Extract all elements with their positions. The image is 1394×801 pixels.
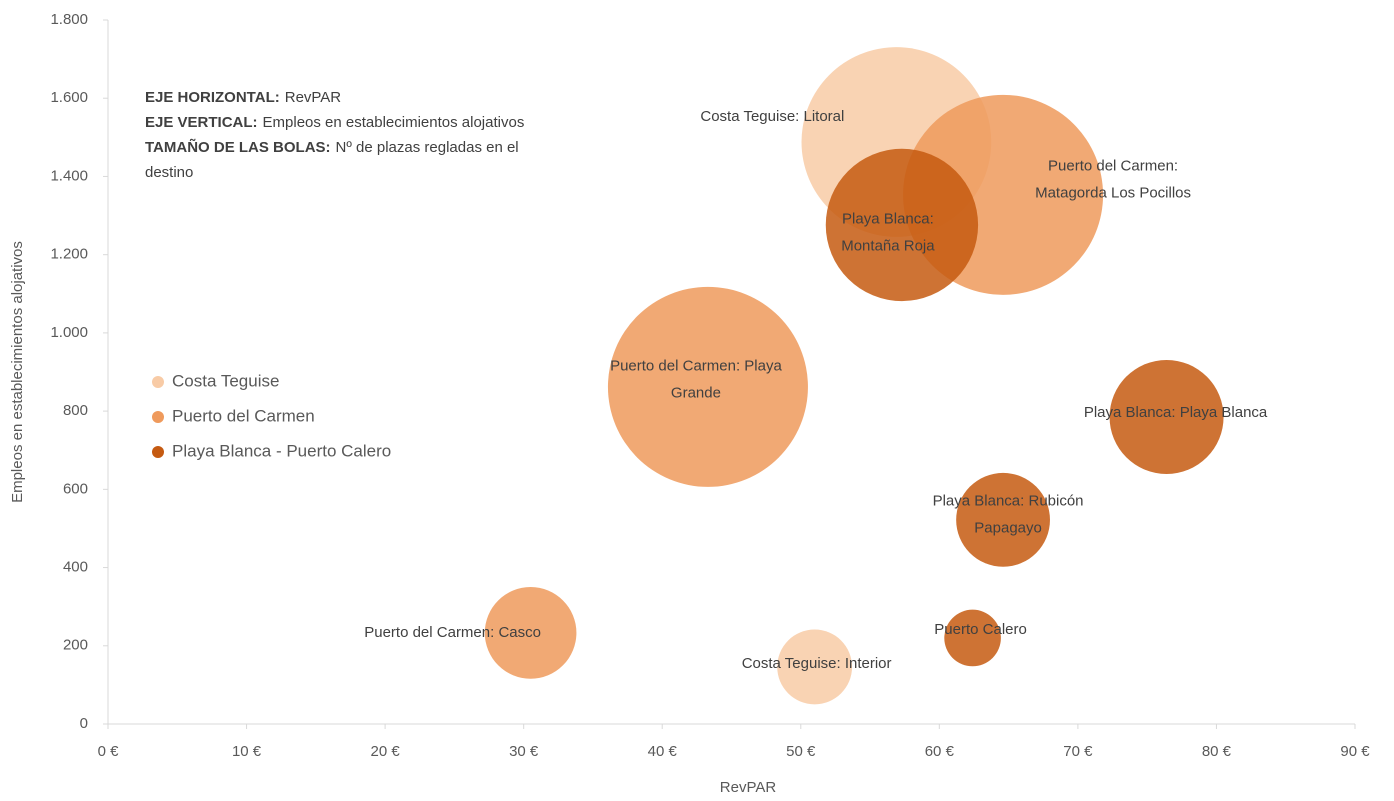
data-label: Montaña Roja bbox=[841, 237, 935, 254]
y-tick-label: 1.600 bbox=[50, 89, 88, 106]
x-tick-label: 0 € bbox=[98, 743, 120, 760]
y-tick-label: 1.000 bbox=[50, 324, 88, 341]
y-tick-label: 1.800 bbox=[50, 11, 88, 28]
y-tick-label: 1.200 bbox=[50, 246, 88, 263]
bubble bbox=[825, 148, 979, 302]
annotation-text: Empleos en establecimientos alojativos bbox=[263, 114, 525, 131]
y-tick-label: 200 bbox=[63, 637, 88, 654]
data-label: Puerto del Carmen: Casco bbox=[364, 624, 541, 641]
bubble bbox=[484, 587, 577, 679]
x-axis-title: RevPAR bbox=[720, 779, 777, 796]
y-tick-label: 400 bbox=[63, 559, 88, 576]
data-label: Matagorda Los Pocillos bbox=[1035, 184, 1191, 201]
data-label: Costa Teguise: Interior bbox=[742, 655, 892, 672]
data-label: Playa Blanca: Rubicón bbox=[933, 492, 1084, 509]
legend-marker bbox=[152, 376, 164, 388]
legend-label: Puerto del Carmen bbox=[172, 406, 315, 425]
annotation-bold: TAMAÑO DE LAS BOLAS: bbox=[145, 138, 331, 156]
y-axis-title: Empleos en establecimientos alojativos bbox=[9, 241, 26, 503]
x-tick-label: 10 € bbox=[232, 743, 262, 760]
annotation-bold: EJE HORIZONTAL: bbox=[145, 89, 280, 106]
legend-label: Costa Teguise bbox=[172, 371, 279, 390]
x-tick-label: 30 € bbox=[509, 743, 539, 760]
y-tick-label: 600 bbox=[63, 480, 88, 497]
x-tick-label: 70 € bbox=[1063, 743, 1093, 760]
bubble bbox=[944, 609, 1001, 667]
bubble bbox=[956, 472, 1050, 567]
annotation-line: TAMAÑO DE LAS BOLAS: Nº de plazas reglada… bbox=[145, 138, 519, 156]
x-tick-label: 40 € bbox=[648, 743, 678, 760]
x-tick-label: 60 € bbox=[925, 743, 955, 760]
annotation-line: EJE HORIZONTAL: RevPAR bbox=[145, 89, 341, 106]
data-label: Costa Teguise: Litoral bbox=[700, 108, 844, 125]
bubble bbox=[1109, 359, 1224, 474]
legend-marker bbox=[152, 446, 164, 458]
y-tick-label: 0 bbox=[80, 715, 88, 732]
annotation-text: destino bbox=[145, 164, 193, 181]
data-label: Grande bbox=[671, 384, 721, 401]
legend-marker bbox=[152, 411, 164, 423]
data-label: Playa Blanca: Playa Blanca bbox=[1084, 404, 1268, 421]
x-tick-label: 80 € bbox=[1202, 743, 1232, 760]
x-tick-label: 50 € bbox=[786, 743, 816, 760]
legend-label: Playa Blanca - Puerto Calero bbox=[172, 441, 391, 460]
data-label: Papagayo bbox=[974, 519, 1042, 536]
annotation-bold: EJE VERTICAL: bbox=[145, 114, 258, 131]
bubble bbox=[607, 286, 808, 487]
x-tick-label: 90 € bbox=[1340, 743, 1370, 760]
bubble bbox=[777, 629, 853, 705]
y-tick-label: 1.400 bbox=[50, 167, 88, 184]
y-tick-label: 800 bbox=[63, 402, 88, 419]
annotation-line: destino bbox=[145, 164, 193, 181]
x-tick-label: 20 € bbox=[371, 743, 401, 760]
data-label: Puerto del Carmen: Playa bbox=[610, 357, 782, 374]
annotation-text: RevPAR bbox=[285, 89, 342, 106]
annotation-text: Nº de plazas regladas en el bbox=[336, 139, 519, 156]
annotation-line: EJE VERTICAL: Empleos en establecimientos… bbox=[145, 114, 524, 131]
data-label: Puerto Calero bbox=[934, 621, 1027, 638]
data-label: Puerto del Carmen: bbox=[1048, 157, 1178, 174]
data-label: Playa Blanca: bbox=[842, 210, 934, 227]
